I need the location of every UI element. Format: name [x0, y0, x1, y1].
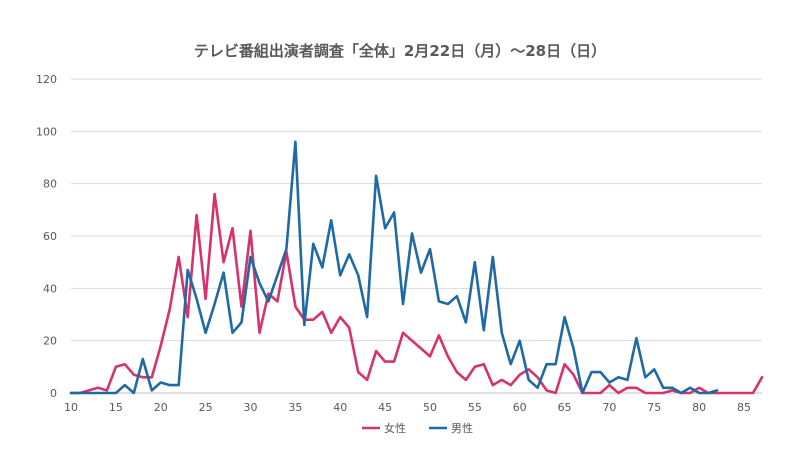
y-tick-label: 120	[36, 73, 57, 86]
x-tick-label: 85	[737, 401, 751, 414]
x-tick-label: 35	[288, 401, 302, 414]
x-tick-label: 80	[692, 401, 706, 414]
y-tick-label: 80	[43, 178, 57, 191]
x-tick-label: 75	[647, 401, 661, 414]
x-tick-label: 65	[558, 401, 572, 414]
legend-label-male: 男性	[451, 421, 473, 435]
x-tick-label: 60	[513, 401, 527, 414]
series-line-female	[69, 192, 764, 395]
series-line-male	[69, 140, 719, 395]
legend-label-female: 女性	[384, 421, 406, 435]
y-tick-label: 60	[43, 230, 57, 243]
x-tick-label: 55	[468, 401, 482, 414]
axis-layer: 0 20 40 60 80 100 120 10 15 20 25 30 35 40 45 50 55 60 65 7…	[36, 73, 751, 414]
x-tick-label: 25	[199, 401, 213, 414]
x-tick-label: 30	[243, 401, 257, 414]
y-tick-label: 100	[36, 125, 57, 138]
x-tick-label: 45	[378, 401, 392, 414]
x-tick-label: 15	[109, 401, 123, 414]
y-tick-label: 20	[43, 335, 57, 348]
x-tick-label: 70	[602, 401, 616, 414]
x-tick-label: 20	[154, 401, 168, 414]
x-tick-label: 50	[423, 401, 437, 414]
x-tick-label: 40	[333, 401, 347, 414]
legend: 女性 男性	[362, 421, 473, 435]
y-tick-label: 0	[50, 387, 57, 400]
chart-title: テレビ番組出演者調査「全体」2月22日（月）〜28日（日）	[193, 42, 607, 60]
x-tick-label: 10	[64, 401, 78, 414]
series-layer	[69, 140, 764, 395]
y-tick-label: 40	[43, 282, 57, 295]
